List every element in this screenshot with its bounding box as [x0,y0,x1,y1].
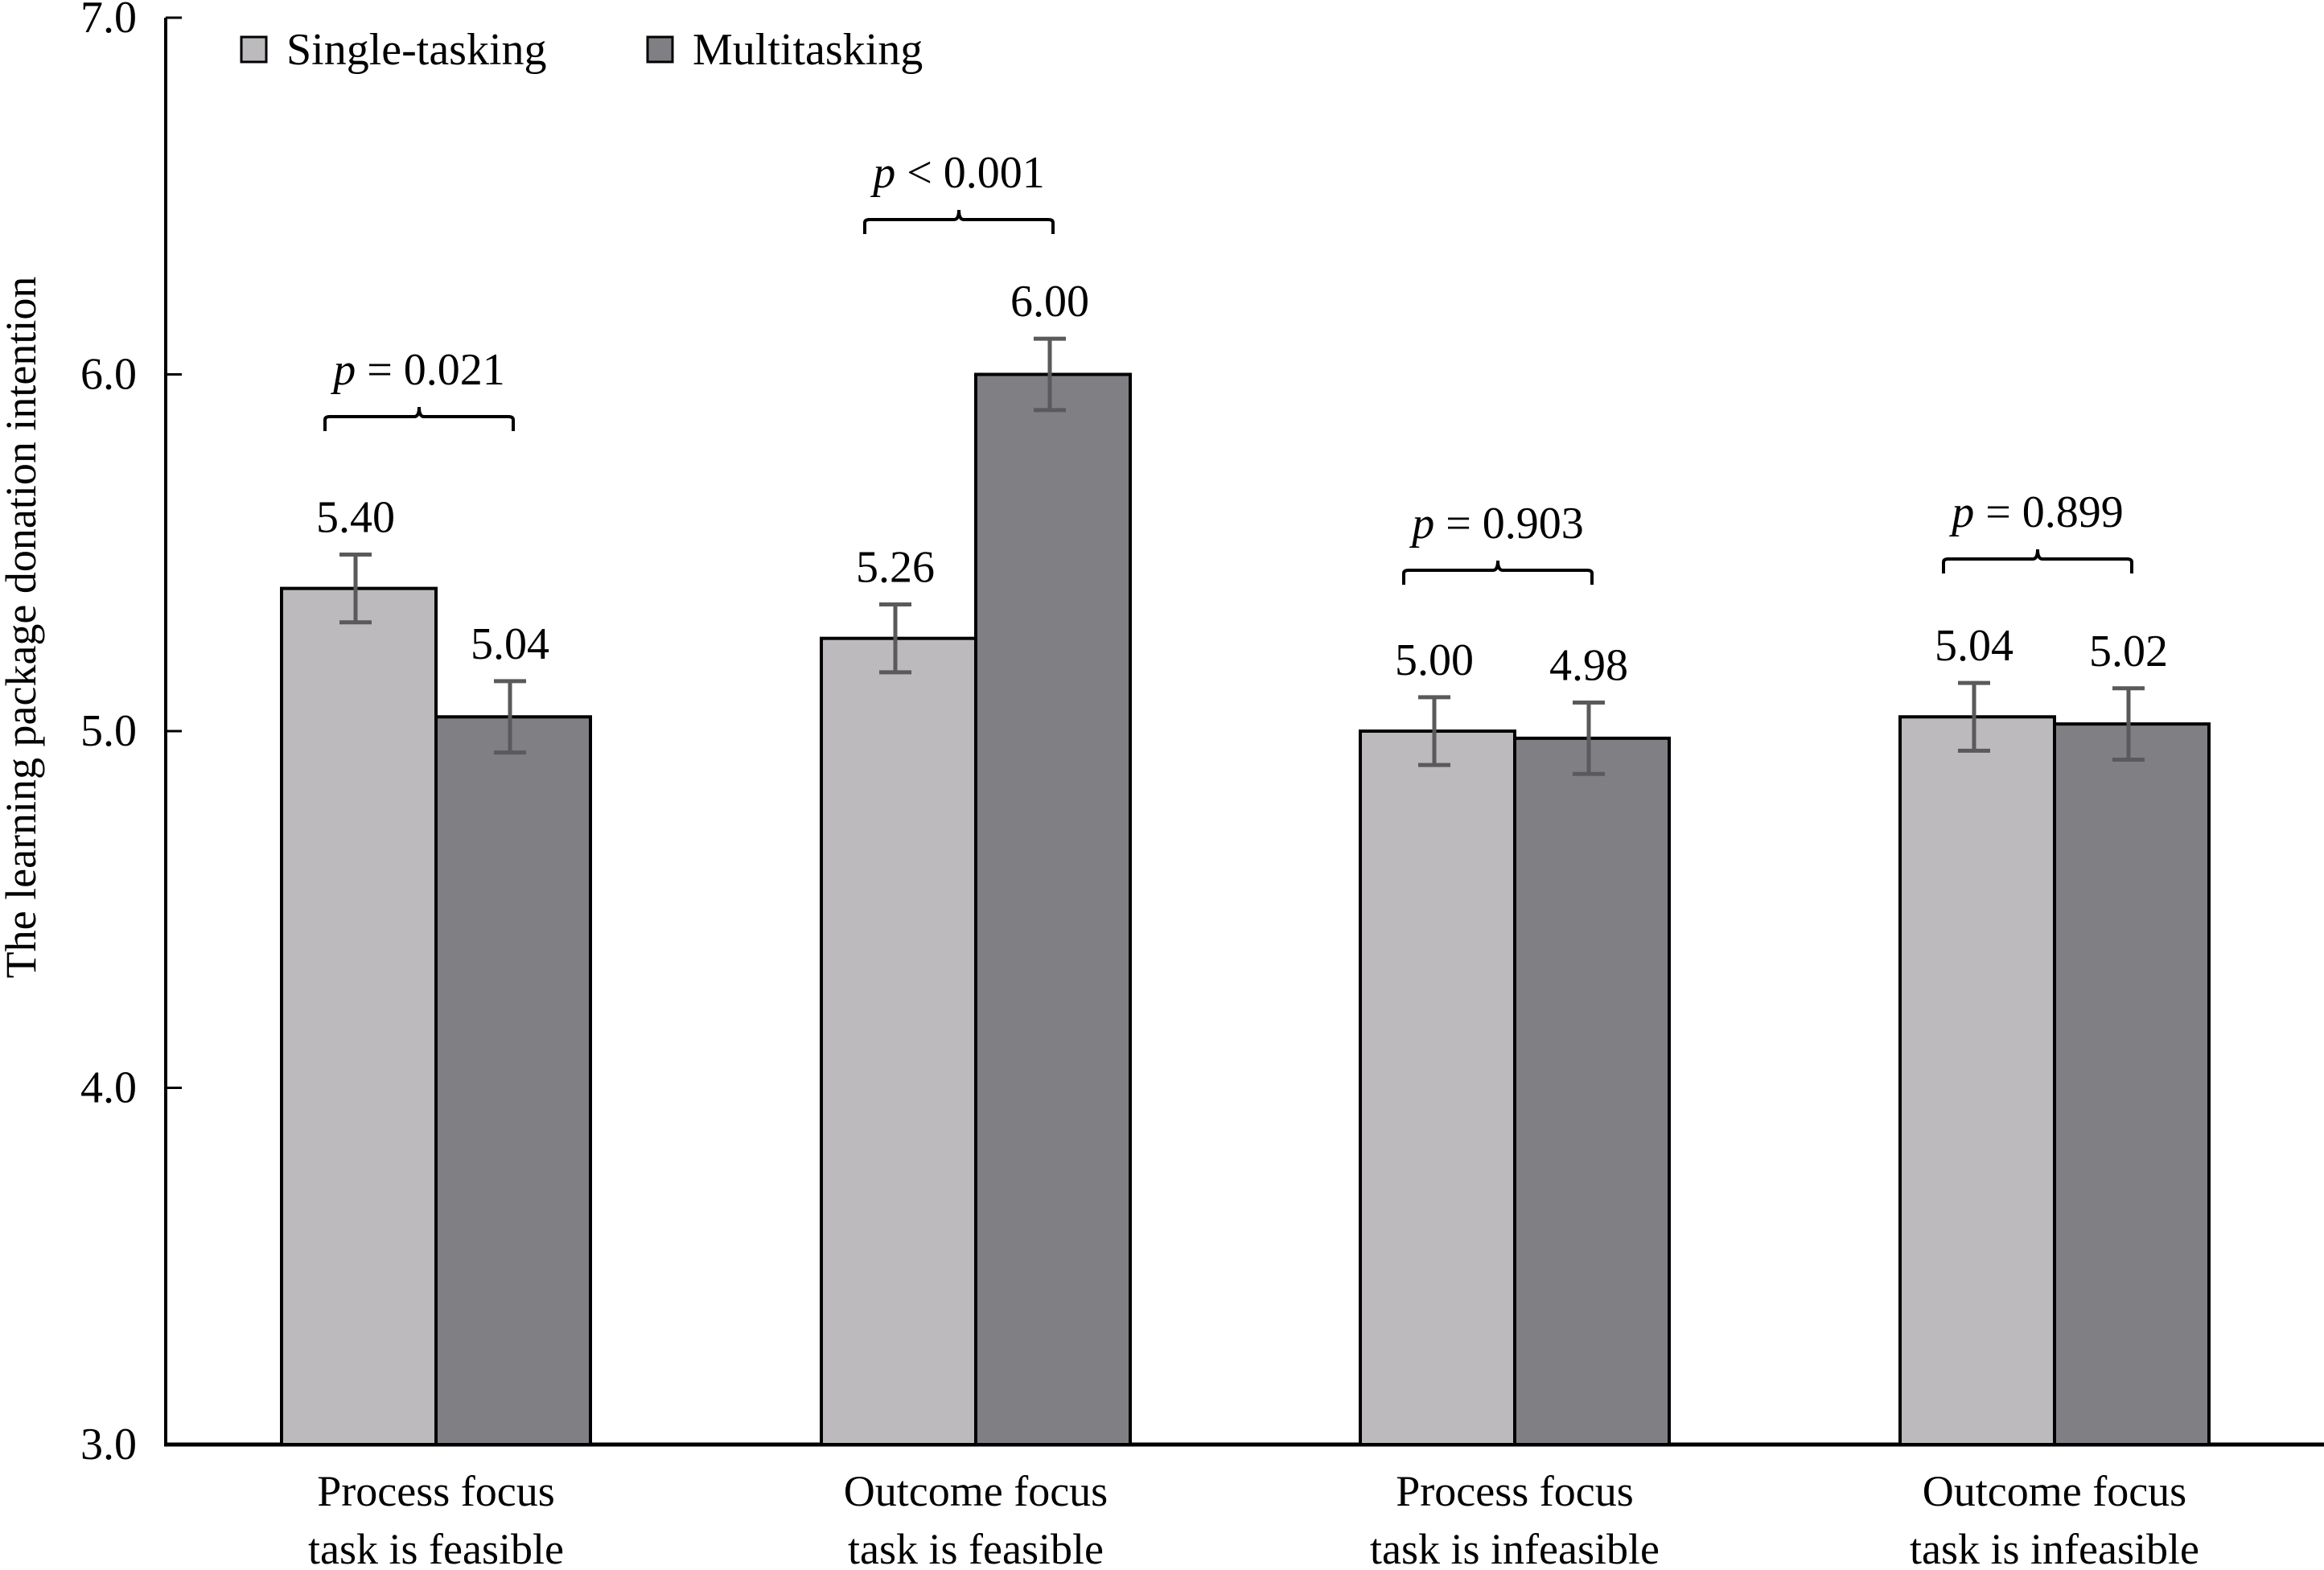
category-label: Process focus [1396,1467,1633,1515]
value-label: 5.02 [2089,627,2168,676]
value-label: 5.40 [316,492,395,542]
value-label: 4.98 [1549,641,1628,691]
p-value-text: = 0.903 [1434,499,1584,549]
legend-swatch [240,35,268,64]
value-label: 5.26 [856,543,935,593]
category-label: task is infeasible [1910,1525,2199,1570]
p-value-label: p = 0.021 [330,345,505,395]
bar-multitasking [2053,722,2211,1446]
significance-bracket [863,209,1055,234]
significance-bracket [1942,549,2133,573]
category-label: Process focus [317,1467,554,1515]
p-value-label: p < 0.001 [870,148,1045,198]
value-label: 5.04 [471,619,549,669]
category-label: task is feasible [848,1525,1104,1570]
p-symbol: p [330,345,356,395]
bar-single-tasking [1898,715,2056,1446]
category-label: task is infeasible [1370,1525,1660,1570]
p-symbol: p [870,148,895,198]
value-label: 5.00 [1395,635,1474,685]
legend: Single-tasking Multitasking [240,25,923,75]
bar-single-tasking [280,586,438,1446]
value-labels: 5.40 5.26 5.00 5.04 5.04 6.00 4.98 5.02 [316,277,2168,690]
p-value-label: p = 0.899 [1948,487,2124,537]
bar-single-tasking [1359,730,1516,1446]
p-value-text: < 0.001 [895,148,1045,198]
category-label: Outcome focus [1923,1467,2186,1515]
error-bars [339,336,2145,776]
significance-bracket [1402,560,1594,585]
legend-swatch [646,35,674,64]
bars [280,372,2211,1446]
y-tick-label: 4.0 [80,1063,137,1113]
y-axis-label: The learning package donation intention [0,277,45,979]
bar-multitasking [434,715,592,1446]
p-value-text: = 0.899 [1974,487,2124,537]
value-label: 6.00 [1010,277,1089,327]
p-value-label: p = 0.903 [1409,499,1584,549]
y-tick-label: 5.0 [80,706,137,756]
value-label: 5.04 [1935,621,2013,671]
y-tick-label: 7.0 [80,0,137,43]
significance-bracket [323,406,515,431]
category-label: task is feasible [308,1525,564,1570]
y-tick-label: 3.0 [80,1420,137,1469]
p-symbol: p [1409,499,1434,549]
bar-multitasking [974,372,1132,1446]
p-value-text: = 0.021 [356,345,505,395]
category-label: Outcome focus [844,1467,1108,1515]
bar-single-tasking [820,636,977,1446]
category-labels: Process focus task is feasible Outcome foc… [308,1467,2199,1570]
legend-label: Single-tasking [286,25,547,75]
bar-multitasking [1513,736,1671,1446]
y-tick-label: 6.0 [80,350,137,400]
p-symbol: p [1948,487,1974,537]
legend-label: Multitasking [693,25,923,75]
